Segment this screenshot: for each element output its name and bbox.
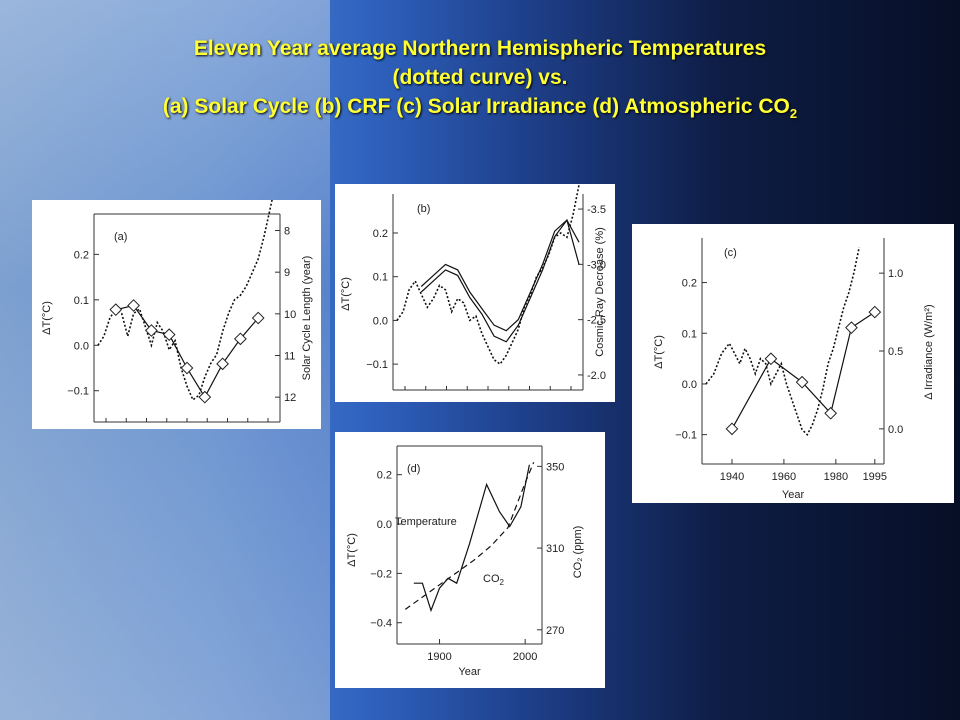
y-tick-label: 0.1	[682, 328, 697, 340]
panel-label: (c)	[724, 247, 737, 259]
series-co2-line	[404, 462, 535, 610]
y-tick-label: 0.0	[377, 519, 392, 531]
y2-tick-label: -2.5	[587, 315, 606, 327]
data-point-diamond	[109, 303, 123, 317]
title-line-3-main: (a) Solar Cycle (b) CRF (c) Solar Irradi…	[162, 95, 790, 118]
slide-title: Eleven Year average Northern Hemispheric…	[20, 34, 940, 128]
title-line-2: (dotted curve) vs.	[392, 66, 568, 89]
series-dotted-line	[97, 200, 273, 402]
data-point-diamond	[824, 406, 838, 420]
data-point-diamond	[845, 321, 858, 335]
y-tick-label: 0.0	[74, 340, 89, 352]
x-tick-label: 1900	[427, 651, 451, 663]
y2-tick-label: 0.0	[888, 424, 903, 436]
y-tick-label: 0.2	[682, 278, 697, 290]
y-tick-label: 0.1	[74, 295, 89, 307]
y-axis-label: ΔT(°C)	[41, 301, 53, 335]
y2-tick-label: 9	[284, 267, 290, 279]
y-tick-label: 0.1	[373, 272, 388, 284]
y2-tick-label: 310	[546, 543, 564, 555]
y2-tick-label: 1.0	[888, 268, 903, 280]
data-point-diamond	[145, 324, 158, 337]
y-tick-label: 0.2	[377, 470, 392, 482]
y2-tick-label: 8	[284, 226, 290, 238]
y2-axis-label: Solar Cycle Length (year)	[301, 256, 313, 381]
y-tick-label: −0.1	[675, 430, 697, 442]
chart-panel-b: 0.2 0.1 0.0 −0.1 -3.5 -3.0 -2.5 -2.0 ΔT(°C) Cosmi…	[335, 184, 615, 402]
y2-tick-label: 350	[546, 461, 564, 473]
chart-d: 0.2 0.0 −0.2 −0.4 350 310 270 1900 2000 Year ΔT(°C…	[346, 445, 584, 678]
y-tick-label: −0.1	[366, 359, 388, 371]
data-point-diamond	[198, 390, 212, 404]
title-line-3-subscript: 2	[789, 106, 798, 122]
y-tick-label: 0.2	[373, 228, 388, 240]
y2-axis-label: CO₂ (ppm)	[572, 526, 584, 579]
series-marked-solid-line	[731, 311, 876, 430]
data-point-diamond	[725, 422, 739, 436]
data-point-diamond	[251, 311, 265, 325]
y2-tick-label: 10	[284, 309, 296, 321]
x-tick-label: 2000	[513, 651, 537, 663]
chart-a: 0.2 0.1 0.0 −0.1 8 9 10 11 12 ΔT(°C) Solar Cycle L…	[41, 200, 313, 423]
y-tick-label: 0.0	[373, 315, 388, 327]
y2-tick-label: -3.5	[587, 204, 606, 216]
data-point-diamond	[234, 332, 247, 346]
y2-tick-label: 12	[284, 392, 296, 404]
title-line-1: Eleven Year average Northern Hemispheric…	[193, 37, 767, 60]
chart-panel-d: 0.2 0.0 −0.2 −0.4 350 310 270 1900 2000 Year ΔT(°C…	[335, 432, 605, 688]
annotation-co2: CO2	[483, 573, 505, 587]
y-axis-label: ΔT(°C)	[340, 277, 352, 311]
x-axis-label: Year	[458, 666, 481, 678]
series-marked-solid-line	[115, 304, 259, 399]
panel-label: (a)	[114, 231, 127, 243]
annotation-co2-subscript: 2	[500, 578, 505, 587]
x-tick-label: 1995	[863, 471, 887, 483]
x-axis-label: Year	[782, 489, 805, 501]
x-tick-label: 1960	[772, 471, 796, 483]
y2-tick-label: -3.0	[587, 259, 606, 271]
y-tick-label: 0.2	[74, 249, 89, 261]
annotation-temperature: Temperature	[395, 516, 457, 528]
panel-label: (d)	[407, 463, 420, 475]
series-solid-line	[420, 218, 580, 343]
data-point-diamond	[216, 357, 229, 371]
y-tick-label: −0.1	[67, 386, 89, 398]
y2-tick-label: 270	[546, 625, 564, 637]
series-dotted-line	[396, 184, 580, 366]
y-axis-label: ΔT(°C)	[346, 533, 358, 567]
title-line-3: (a) Solar Cycle (b) CRF (c) Solar Irradi…	[20, 92, 940, 128]
panel-label: (b)	[417, 203, 430, 215]
y2-tick-label: 11	[284, 351, 295, 363]
series-solid-line	[420, 218, 580, 332]
y-axis-label: ΔT(°C)	[653, 335, 665, 369]
y-tick-label: 0.0	[682, 379, 697, 391]
chart-b: 0.2 0.1 0.0 −0.1 -3.5 -3.0 -2.5 -2.0 ΔT(°C) Cosmi…	[340, 184, 606, 391]
data-point-diamond	[868, 305, 882, 319]
y2-tick-label: 0.5	[888, 346, 903, 358]
x-tick-label: 1940	[720, 471, 744, 483]
chart-panel-c: 0.2 0.1 0.0 −0.1 1.0 0.5 0.0 1940 1960 1980 1995 Ye…	[632, 224, 954, 503]
chart-panel-a: 0.2 0.1 0.0 −0.1 8 9 10 11 12 ΔT(°C) Solar Cycle L…	[32, 200, 321, 429]
y-tick-label: −0.2	[370, 568, 392, 580]
y2-axis-label: Δ Irradiance (W/m²)	[923, 304, 935, 399]
data-point-diamond	[180, 361, 194, 375]
data-point-diamond	[162, 328, 176, 342]
chart-c: 0.2 0.1 0.0 −0.1 1.0 0.5 0.0 1940 1960 1980 1995 Ye…	[653, 238, 935, 501]
series-temperature-line	[413, 464, 530, 613]
data-point-diamond	[127, 299, 140, 312]
y2-axis-label: Cosmic Ray Decrease (%)	[594, 227, 606, 357]
x-tick-label: 1980	[824, 471, 848, 483]
data-point-diamond	[764, 352, 778, 366]
y-tick-label: −0.4	[370, 618, 392, 630]
series-dotted-line	[705, 246, 860, 437]
data-point-diamond	[795, 375, 809, 389]
y2-tick-label: -2.0	[587, 370, 606, 382]
